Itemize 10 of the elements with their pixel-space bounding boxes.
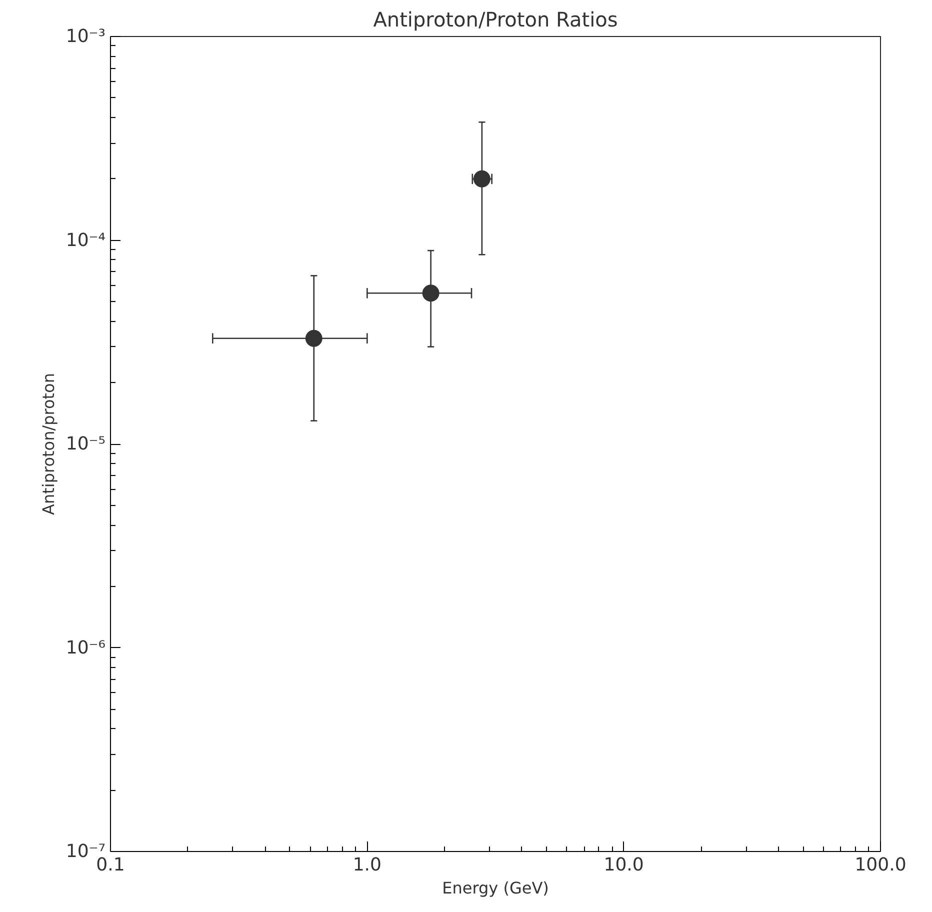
x-tick-label: 100.0 [854, 854, 906, 876]
y-tick-label: 10⁻⁵ [66, 434, 106, 454]
y-tick-label: 10⁻³ [66, 26, 106, 47]
x-tick-label: 10.0 [604, 854, 644, 876]
x-axis-title: Energy (GeV) [442, 878, 549, 898]
y-axis-title: Antiproton/proton [38, 373, 58, 515]
chart-title: Antiproton/Proton Ratios [373, 8, 618, 32]
y-tick-label: 10⁻⁴ [66, 230, 106, 251]
x-tick-label: 1.0 [352, 854, 382, 876]
y-tick-label: 10⁻⁶ [66, 637, 106, 658]
